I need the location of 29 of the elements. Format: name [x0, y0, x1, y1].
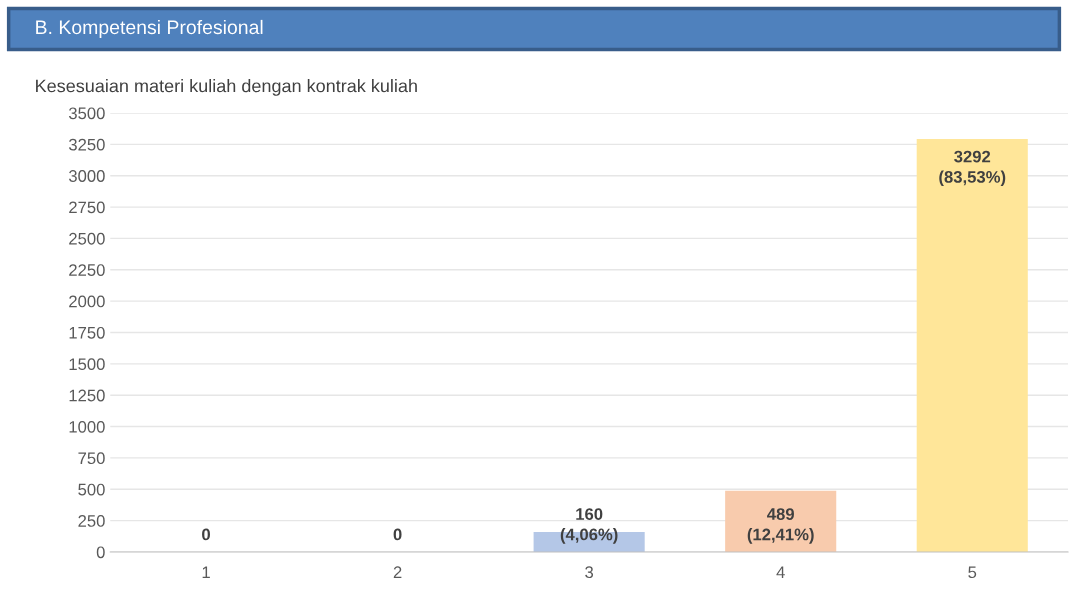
y-tick-label: 500 — [78, 483, 105, 496]
bar — [725, 490, 837, 552]
x-tick-label: 4 — [776, 566, 785, 578]
chart-title: B. Kompetensi Profesional — [36, 19, 263, 39]
data-label: 160 (4,06%) — [560, 508, 618, 544]
y-tick-label: 250 — [78, 515, 105, 527]
y-tick-label: 1750 — [69, 326, 105, 339]
y-tick-label: 0 — [96, 546, 105, 559]
y-tick-label: 2000 — [69, 295, 105, 308]
x-tick-label: 5 — [968, 566, 977, 579]
y-tick-label: 2250 — [69, 264, 105, 276]
x-tick-label: 3 — [585, 566, 594, 579]
y-tick-label: 1000 — [69, 420, 105, 433]
x-tick-label: 1 — [202, 566, 210, 578]
bar — [916, 139, 1028, 552]
data-label: 0 — [202, 528, 210, 541]
y-tick-label: 3250 — [68, 138, 105, 151]
y-tick-label: 2750 — [69, 201, 105, 214]
y-tick-label: 1250 — [69, 389, 105, 402]
y-tick-label: 1500 — [69, 358, 105, 371]
y-tick-label: 750 — [78, 452, 105, 465]
y-tick-label: 2500 — [69, 232, 105, 245]
data-label: 489 (12,41%) — [747, 508, 814, 544]
data-label: 0 — [393, 528, 402, 541]
y-tick-label: 3500 — [68, 107, 105, 120]
chart-subtitle: Kesesuaian materi kuliah dengan kontrak kuliah — [36, 79, 417, 96]
x-tick-label: 2 — [393, 566, 402, 578]
data-label: 3292 (83,53%) — [939, 150, 1006, 187]
y-tick-label: 3000 — [68, 170, 105, 182]
